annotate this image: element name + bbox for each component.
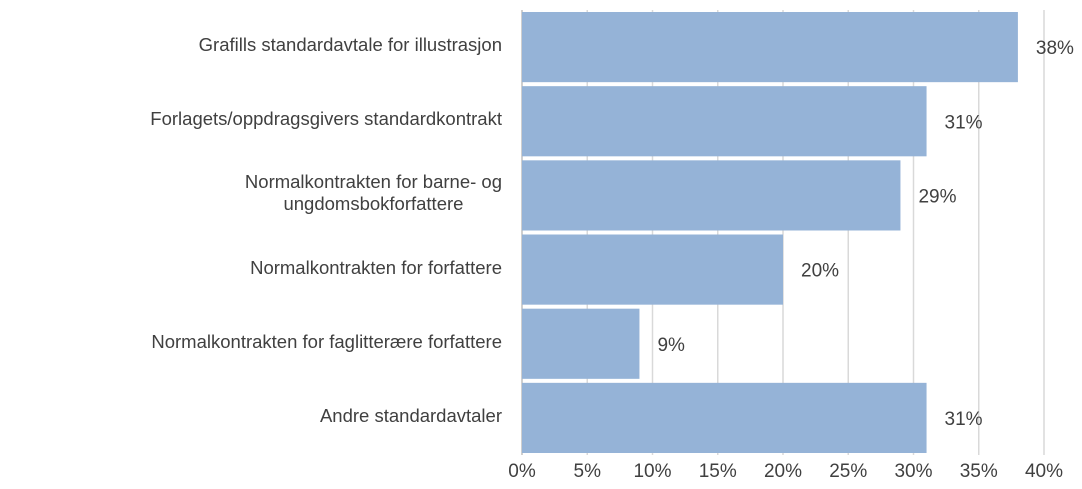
bar [522, 308, 640, 379]
category-label: Normalkontrakten for faglitterære forfat… [151, 330, 502, 352]
value-label: 9% [657, 335, 685, 356]
x-tick-label: 5% [574, 461, 602, 482]
category-label: Forlagets/oppdragsgivers standardkontrak… [150, 108, 502, 130]
category-label: Normalkontrakten for forfattere [250, 256, 502, 278]
value-label: 31% [945, 112, 983, 133]
category-label: Andre standardavtaler [319, 404, 502, 426]
value-label: 20% [801, 261, 839, 282]
x-tick-label: 30% [894, 461, 932, 482]
x-tick-label: 20% [764, 461, 802, 482]
bar [522, 382, 927, 453]
x-tick-label: 35% [960, 461, 998, 482]
x-tick-label: 0% [508, 461, 536, 482]
x-tick-label: 40% [1025, 461, 1063, 482]
value-label: 38% [1036, 38, 1074, 59]
x-tick-label: 25% [829, 461, 867, 482]
category-label: Grafills standardavtale for illustrasjon [198, 34, 502, 56]
bar [522, 160, 901, 231]
bar [522, 12, 1018, 83]
x-tick-label: 15% [699, 461, 737, 482]
value-label: 31% [945, 409, 983, 430]
x-tick-label: 10% [633, 461, 671, 482]
value-label: 29% [918, 186, 956, 207]
category-label: Normalkontrakten for barne- og ungdomsbo… [244, 171, 502, 215]
bar [522, 86, 927, 157]
bar [522, 234, 783, 305]
